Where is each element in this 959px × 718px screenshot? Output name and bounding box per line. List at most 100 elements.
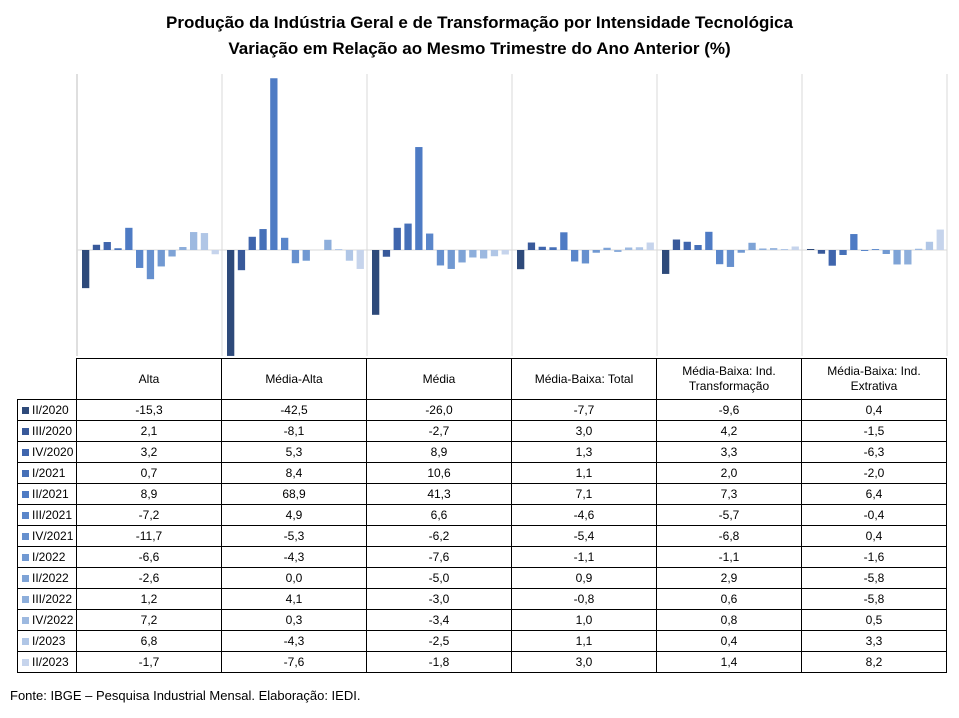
legend-swatch (22, 428, 29, 435)
data-label: 8,4 (221, 462, 367, 484)
bar-i-2021 (114, 248, 122, 250)
column-header-line: Média (422, 371, 456, 386)
column-header: Alta (76, 358, 222, 400)
data-label: -4,6 (511, 504, 657, 526)
legend-label: I/2023 (32, 634, 66, 648)
bar-iii-2020 (527, 242, 536, 250)
data-label: 0,9 (511, 567, 657, 589)
data-label: 0,5 (801, 609, 947, 631)
bar-iv-2021 (581, 250, 590, 264)
data-label: -1,5 (801, 420, 947, 442)
legend-entry: I/2021 (17, 462, 77, 484)
bar-ii-2023 (791, 246, 799, 250)
legend-label: III/2020 (32, 424, 73, 438)
bar-iii-2021 (426, 233, 434, 250)
legend-label: III/2021 (32, 508, 73, 522)
data-label: -5,8 (801, 588, 947, 610)
data-label: 1,2 (76, 588, 222, 610)
data-label: 3,0 (511, 651, 657, 673)
legend-swatch (22, 407, 29, 414)
bar-i-2022 (302, 250, 310, 261)
legend-entry: II/2020 (17, 399, 77, 421)
bar-i-2023 (635, 247, 644, 250)
data-label: -5,3 (221, 525, 367, 547)
bar-ii-2022 (748, 242, 756, 250)
legend-entry: IV/2021 (17, 525, 77, 547)
data-label: -2,6 (76, 567, 222, 589)
data-label: -15,3 (76, 399, 222, 421)
data-label: 0,4 (801, 525, 947, 547)
data-label: 1,0 (511, 609, 657, 631)
legend-label: IV/2021 (32, 529, 74, 543)
column-header-line: Média-Alta (265, 371, 323, 386)
data-label: 1,1 (511, 630, 657, 652)
data-label: 0,4 (656, 630, 802, 652)
bar-i-2023 (925, 241, 934, 250)
bar-iii-2020 (237, 250, 246, 271)
legend-entry: III/2020 (17, 420, 77, 442)
data-label: -5,7 (656, 504, 802, 526)
bar-ii-2023 (356, 250, 364, 269)
bar-iii-2021 (281, 237, 289, 250)
legend-entry: III/2022 (17, 588, 77, 610)
data-label: -9,6 (656, 399, 802, 421)
bar-ii-2023 (501, 250, 509, 255)
data-label: -6,3 (801, 441, 947, 463)
column-header-line: Alta (138, 371, 160, 386)
legend-label: II/2023 (32, 655, 69, 669)
table-header-row: Alta Média-Alta Média Média-Baixa: Total Méd… (17, 358, 947, 400)
legend-entry: IV/2020 (17, 441, 77, 463)
bar-ii-2021 (125, 227, 133, 250)
legend-swatch (22, 638, 29, 645)
data-label: -1,6 (801, 546, 947, 568)
table-row: IV/2022 7,2 0,3 -3,4 1,0 0,8 0,5 (17, 609, 947, 631)
data-label: -42,5 (221, 399, 367, 421)
bar-iii-2020 (382, 250, 391, 257)
legend-swatch (22, 449, 29, 456)
data-label: 7,2 (76, 609, 222, 631)
data-label: 7,3 (656, 483, 802, 505)
data-label: 0,0 (221, 567, 367, 589)
data-label: 1,1 (511, 462, 657, 484)
bar-i-2022 (592, 250, 600, 253)
bar-ii-2023 (211, 250, 219, 255)
data-label: -26,0 (366, 399, 512, 421)
data-label: 6,4 (801, 483, 947, 505)
data-label: 4,1 (221, 588, 367, 610)
data-table: Alta Média-Alta Média Média-Baixa: Total Méd… (17, 358, 947, 673)
table-row: I/2023 6,8 -4,3 -2,5 1,1 0,4 3,3 (17, 630, 947, 652)
bar-iv-2021 (436, 250, 445, 266)
data-label: 8,9 (366, 441, 512, 463)
bar-i-2022 (882, 250, 890, 254)
data-label: -0,8 (511, 588, 657, 610)
bar-iii-2020 (92, 244, 101, 250)
column-header: Média-Baixa: Ind. Extrativa (801, 358, 947, 400)
data-label: -5,0 (366, 567, 512, 589)
legend-entry: IV/2022 (17, 609, 77, 631)
column-header-line: Média-Baixa: Total (534, 371, 634, 386)
legend-entry: II/2023 (17, 651, 77, 673)
data-label: 3,3 (801, 630, 947, 652)
data-label: 0,7 (76, 462, 222, 484)
data-label: 1,3 (511, 441, 657, 463)
legend-label: IV/2020 (32, 445, 74, 459)
table-row: I/2022 -6,6 -4,3 -7,6 -1,1 -1,1 -1,6 (17, 546, 947, 568)
bar-iii-2021 (571, 250, 579, 262)
legend-swatch (22, 491, 29, 498)
legend-entry: I/2023 (17, 630, 77, 652)
bar-iv-2020 (828, 250, 836, 266)
bar-iii-2022 (179, 247, 187, 250)
table-row: IV/2021 -11,7 -5,3 -6,2 -5,4 -6,8 0,4 (17, 525, 947, 547)
legend-swatch (22, 512, 29, 519)
bar-i-2022 (157, 250, 165, 267)
bar-iv-2020 (683, 241, 691, 250)
data-label: -8,1 (221, 420, 367, 442)
data-label: -4,3 (221, 630, 367, 652)
bar-i-2023 (780, 249, 789, 250)
data-label: 0,8 (656, 609, 802, 631)
legend-label: I/2021 (32, 466, 66, 480)
bar-iv-2020 (248, 236, 256, 250)
bar-i-2021 (839, 250, 847, 255)
data-label: -3,0 (366, 588, 512, 610)
bar-ii-2020 (227, 250, 235, 356)
